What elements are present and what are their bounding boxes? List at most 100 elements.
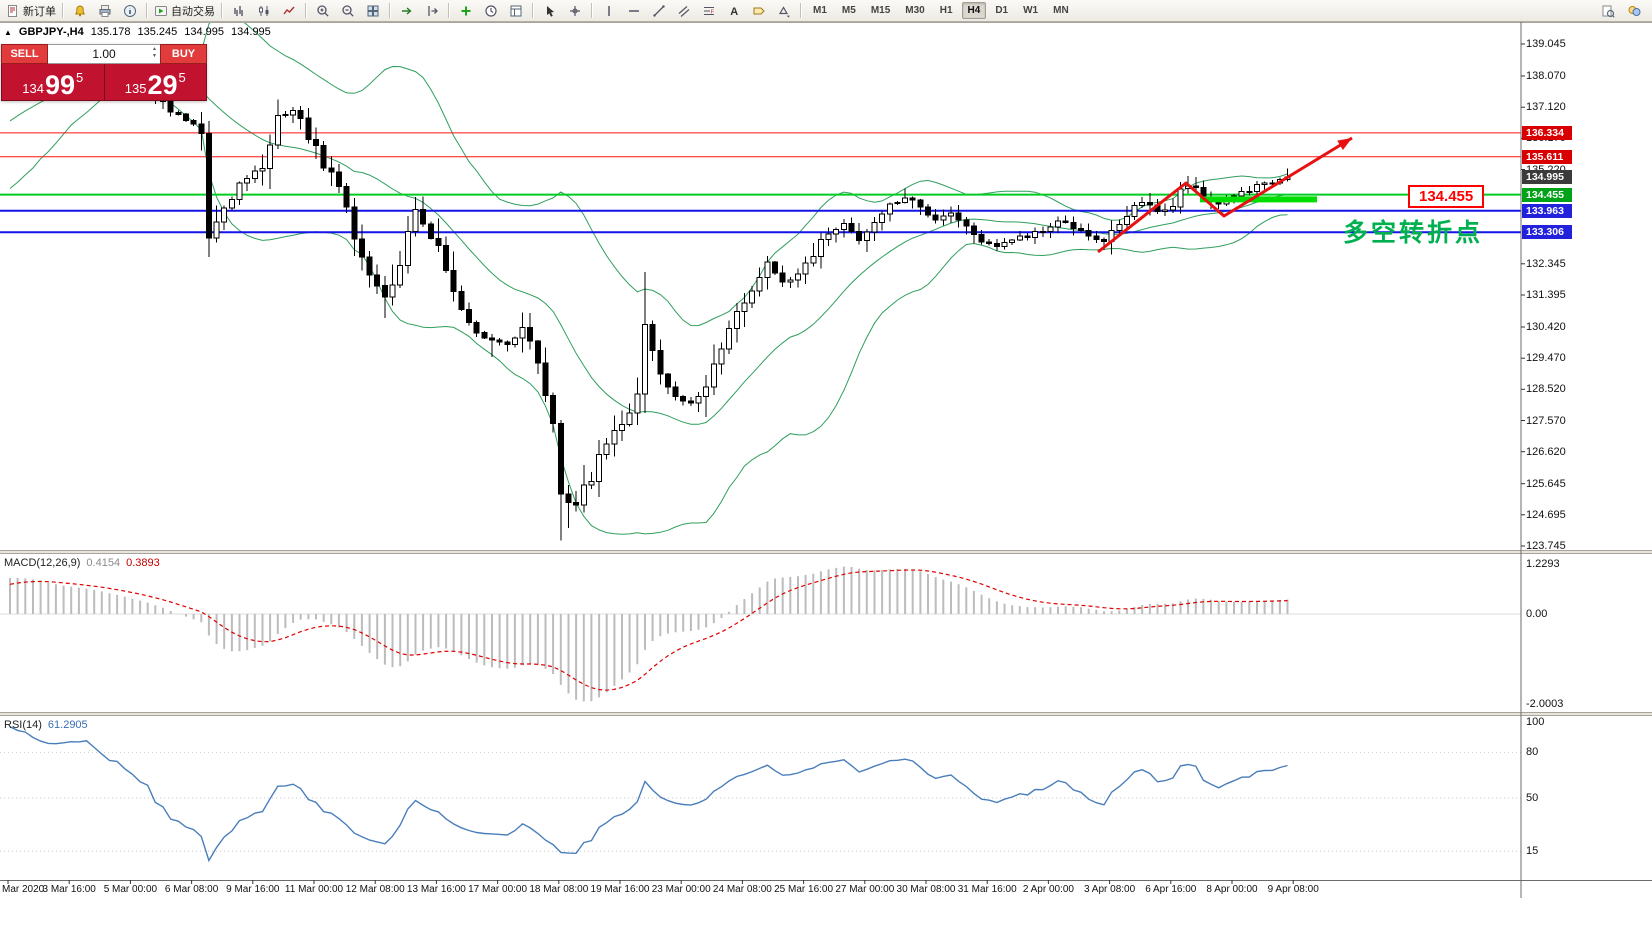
auto-scroll-button[interactable] — [395, 1, 419, 21]
line-chart-icon — [283, 6, 295, 14]
autotrade-label: 自动交易 — [171, 5, 215, 18]
toolbar-separator — [389, 3, 391, 18]
close-value: 134.995 — [231, 26, 271, 38]
zoom-in-icon — [317, 4, 329, 17]
label-button[interactable] — [747, 1, 771, 21]
templates-button[interactable] — [504, 1, 528, 21]
print-preview-button[interactable] — [1596, 1, 1620, 21]
rsi-indicator-label: RSI(14) 61.2905 — [4, 719, 88, 731]
text-button[interactable]: A — [722, 1, 746, 21]
chart-shift-button[interactable] — [420, 1, 444, 21]
timeframe-m30-button[interactable]: M30 — [905, 5, 925, 16]
zoom-out-button[interactable] — [336, 1, 360, 21]
timeframe-h4-button[interactable]: H4 — [961, 2, 987, 19]
toolbar-right-buttons — [1596, 0, 1646, 22]
sell-price-sup: 5 — [76, 70, 84, 85]
community-button[interactable] — [1622, 1, 1646, 21]
macd-main-value: 0.4154 — [86, 557, 121, 569]
candle-chart-button[interactable] — [252, 1, 276, 21]
buy-price-big: 29 — [147, 70, 178, 101]
crosshair-button[interactable] — [563, 1, 587, 21]
crosshair-icon — [570, 5, 580, 16]
sell-button[interactable]: SELL — [1, 44, 48, 64]
autotrade-icon — [155, 5, 167, 16]
buy-price-button[interactable]: 135 29 5 — [105, 64, 207, 100]
indicators-icon — [461, 6, 471, 15]
timeframe-m5-button[interactable]: M5 — [841, 5, 856, 16]
trendline-button[interactable] — [647, 1, 671, 21]
autotrade-button[interactable]: 自动交易 — [152, 1, 217, 21]
toolbar-separator — [305, 3, 307, 18]
print-icon — [99, 4, 111, 17]
sell-button-label: SELL — [10, 48, 39, 60]
alert-button[interactable] — [68, 1, 92, 21]
shapes-button[interactable] — [772, 1, 796, 21]
zoom-in-button[interactable] — [311, 1, 335, 21]
tile-windows-button[interactable] — [361, 1, 385, 21]
toolbar-buttons: 新订单 自动交易 F A M1 M5 M15 M30 H1 H4 D1 W1 MN — [4, 1, 1076, 21]
open-value: 135.178 — [90, 26, 131, 38]
sell-price-button[interactable]: 134 99 5 — [2, 64, 105, 100]
community-icon — [1628, 6, 1641, 16]
indicators-button[interactable] — [454, 1, 478, 21]
data-window-button[interactable] — [118, 1, 142, 21]
chart-ohlc-header: ▲ GBPJPY-,H4 135.178 135.245 134.995 134… — [4, 26, 271, 38]
print-button[interactable] — [93, 1, 117, 21]
buy-price-small: 135 — [124, 81, 147, 96]
periods-button[interactable] — [479, 1, 503, 21]
high-value: 135.245 — [137, 26, 178, 38]
sell-price-small: 134 — [22, 81, 44, 96]
toolbar-separator — [532, 3, 534, 18]
toolbar-separator — [221, 3, 223, 18]
cursor-icon — [547, 5, 554, 17]
new-order-button[interactable]: 新订单 — [4, 1, 58, 21]
text-icon: A — [730, 6, 738, 18]
channel-icon — [678, 5, 690, 17]
vertical-line-button[interactable] — [597, 1, 621, 21]
toolbar-separator — [591, 3, 593, 18]
auto-scroll-icon — [402, 6, 412, 15]
label-icon — [753, 7, 765, 14]
channel-button[interactable] — [672, 1, 696, 21]
macd-name: MACD(12,26,9) — [4, 557, 81, 569]
tile-windows-icon — [367, 5, 379, 16]
timeframe-m15-button[interactable]: M15 — [870, 5, 891, 16]
sell-price-big: 99 — [44, 70, 75, 101]
svg-text:F: F — [711, 9, 715, 15]
volume-input[interactable]: 1.00 ▲ ▼ — [48, 44, 160, 64]
toolbar-separator — [448, 3, 450, 18]
new-order-icon — [8, 4, 17, 17]
vertical-line-icon — [608, 5, 610, 16]
collapse-arrow-icon[interactable]: ▲ — [4, 27, 12, 37]
bar-chart-icon — [234, 5, 243, 16]
turning-point-note: 多空转折点 — [1343, 219, 1484, 247]
zoom-out-icon — [342, 4, 354, 17]
one-click-trading-panel: SELL 1.00 ▲ ▼ BUY 134 99 5 135 29 5 — [1, 44, 207, 101]
toolbar-separator — [62, 3, 64, 18]
timeframe-mn-button[interactable]: MN — [1053, 5, 1069, 16]
buy-button-label: BUY — [171, 48, 196, 60]
candle-chart-icon — [259, 5, 269, 16]
timeframe-h1-button[interactable]: H1 — [939, 5, 953, 16]
cursor-button[interactable] — [538, 1, 562, 21]
timeframe-w1-button[interactable]: W1 — [1023, 5, 1039, 16]
line-chart-button[interactable] — [277, 1, 301, 21]
bar-chart-button[interactable] — [227, 1, 251, 21]
volume-spinner[interactable]: ▲ ▼ — [152, 46, 157, 59]
price-callout-label: 134.455 — [1408, 185, 1485, 208]
macd-signal-value: 0.3893 — [126, 557, 160, 569]
shapes-icon — [778, 5, 790, 18]
horizontal-line-button[interactable] — [622, 1, 646, 21]
horizontal-line-icon — [629, 9, 639, 12]
buy-button[interactable]: BUY — [160, 44, 207, 64]
trendline-icon — [653, 4, 665, 17]
toolbar-separator — [146, 3, 148, 18]
volume-value: 1.00 — [92, 47, 116, 61]
rsi-value: 61.2905 — [47, 719, 88, 731]
fibonacci-button[interactable]: F — [697, 1, 721, 21]
timeframe-m1-button[interactable]: M1 — [813, 5, 827, 16]
alert-icon — [74, 4, 86, 16]
timeframe-d1-button[interactable]: D1 — [995, 5, 1009, 16]
